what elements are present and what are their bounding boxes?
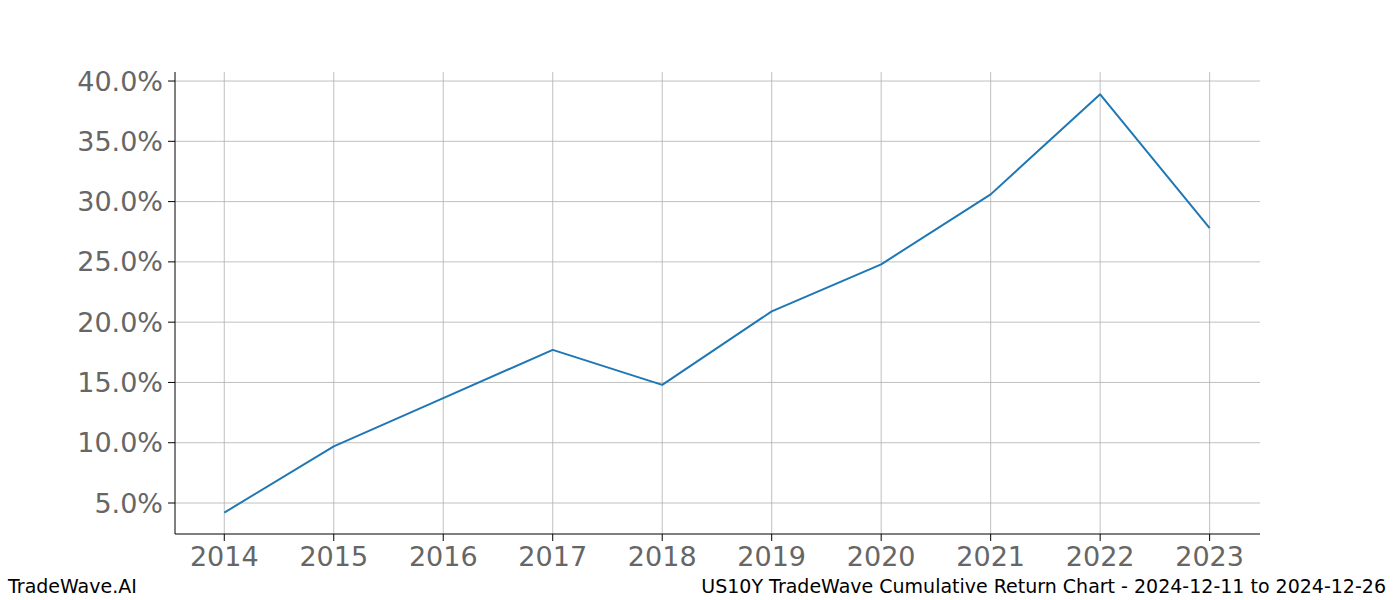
- y-grid-line: [175, 382, 1260, 383]
- x-tick: [881, 534, 882, 541]
- x-tick-label: 2016: [409, 541, 478, 572]
- y-tick: [168, 503, 175, 504]
- y-grid-line: [175, 442, 1260, 443]
- x-axis-line: [175, 534, 1260, 535]
- plot-data: [224, 94, 1209, 512]
- y-tick: [168, 141, 175, 142]
- grid: [175, 72, 1260, 534]
- x-tick-label: 2019: [737, 541, 806, 572]
- y-tick-label: 30.0%: [77, 186, 163, 217]
- y-tick: [168, 201, 175, 202]
- y-axis-line: [175, 72, 176, 534]
- y-tick-label: 35.0%: [77, 126, 163, 157]
- x-tick-label: 2015: [299, 541, 368, 572]
- x-tick: [443, 534, 444, 541]
- y-tick-label: 40.0%: [77, 66, 163, 97]
- source: TradeWave.AI: [7, 575, 137, 597]
- y-grid-line: [175, 81, 1260, 82]
- x-tick-label: 2022: [1066, 541, 1135, 572]
- x-tick-label: 2018: [628, 541, 697, 572]
- x-tick: [333, 534, 334, 541]
- title: US10Y TradeWave Cumulative Return Chart …: [701, 575, 1386, 597]
- x-tick-label: 2021: [956, 541, 1025, 572]
- x-tick-label: 2020: [847, 541, 916, 572]
- y-tick-label: 25.0%: [77, 246, 163, 277]
- x-tick: [1100, 534, 1101, 541]
- y-grid-line: [175, 261, 1260, 262]
- y-tick-label: 15.0%: [77, 367, 163, 398]
- y-tick: [168, 442, 175, 443]
- y-tick-label: 20.0%: [77, 307, 163, 338]
- y-tick: [168, 261, 175, 262]
- y-tick-label: 5.0%: [94, 488, 163, 519]
- axes: 2014 2015 2016 2017 2018 2019 2020 2021 2022 2023…: [77, 66, 1260, 572]
- series-line: [224, 94, 1209, 512]
- x-tick: [990, 534, 991, 541]
- x-tick-label: 2017: [518, 541, 587, 572]
- x-tick: [662, 534, 663, 541]
- y-tick-label: 10.0%: [77, 427, 163, 458]
- x-tick-label: 2014: [190, 541, 259, 572]
- y-tick: [168, 322, 175, 323]
- y-tick: [168, 81, 175, 82]
- x-tick: [1209, 534, 1210, 541]
- x-tick: [771, 534, 772, 541]
- chart: 2014 2015 2016 2017 2018 2019 2020 2021 2022 2023…: [0, 0, 1400, 600]
- y-grid-line: [175, 322, 1260, 323]
- x-tick: [552, 534, 553, 541]
- y-tick: [168, 382, 175, 383]
- y-grid-line: [175, 141, 1260, 142]
- x-tick: [224, 534, 225, 541]
- x-tick-label: 2023: [1175, 541, 1244, 572]
- y-grid-line: [175, 503, 1260, 504]
- y-grid-line: [175, 201, 1260, 202]
